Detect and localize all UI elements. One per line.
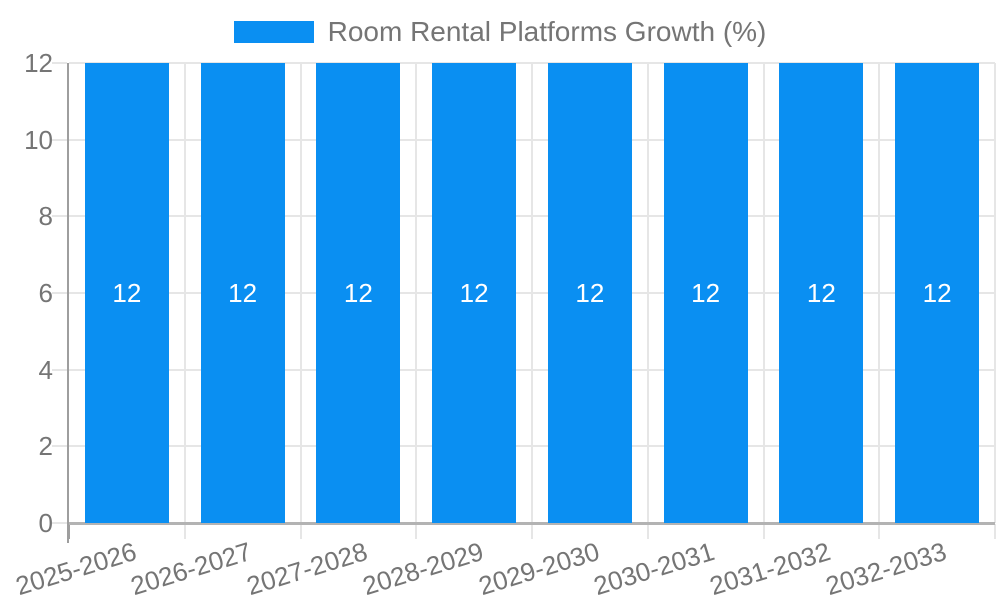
- bar-value-label: 12: [112, 278, 142, 308]
- x-axis-tick: [415, 524, 418, 539]
- y-axis-tick-label: 8: [38, 201, 53, 232]
- gridline-vertical: [531, 63, 533, 523]
- x-axis-tick-label: 2031-2032: [706, 536, 834, 600]
- y-axis-tick: [52, 62, 67, 64]
- bar[interactable]: 12: [779, 63, 864, 523]
- x-axis-tick-label: 2032-2033: [821, 536, 950, 600]
- gridline-vertical: [299, 63, 302, 523]
- bar-value-label: 12: [691, 278, 721, 308]
- x-axis-tick: [762, 524, 765, 539]
- bar[interactable]: 12: [432, 63, 517, 523]
- y-axis-tick-label: 0: [38, 508, 53, 538]
- y-axis-tick-label: 6: [38, 278, 53, 308]
- x-axis-line: [69, 522, 995, 525]
- bar-value-label: 12: [459, 278, 489, 308]
- gridline-vertical: [762, 63, 765, 523]
- bar[interactable]: 12: [316, 63, 401, 523]
- y-axis-tick-label: 10: [24, 124, 53, 155]
- x-axis-tick-label: 2026-2027: [127, 536, 256, 600]
- gridline-vertical: [415, 63, 418, 523]
- y-axis-tick: [52, 138, 67, 141]
- x-axis-tick: [299, 524, 302, 539]
- x-axis-tick: [183, 524, 186, 539]
- x-axis-tick-label: 2025-2026: [11, 536, 140, 600]
- x-axis-tick-label: 2029-2030: [474, 536, 603, 600]
- bar[interactable]: 12: [547, 63, 632, 523]
- legend-swatch: [233, 21, 314, 43]
- bar-value-label: 12: [922, 278, 952, 308]
- y-axis-tick: [52, 522, 67, 524]
- x-axis-tick: [878, 524, 881, 539]
- legend[interactable]: Room Rental Platforms Growth (%): [0, 16, 1000, 48]
- x-axis-tick: [994, 524, 996, 539]
- x-axis-tick: [531, 524, 533, 539]
- bar-value-label: 12: [575, 278, 605, 308]
- y-axis-tick: [52, 215, 67, 218]
- bar[interactable]: 12: [84, 63, 169, 523]
- bar[interactable]: 12: [663, 63, 748, 523]
- y-axis-tick: [52, 368, 67, 371]
- gridline-vertical: [994, 63, 996, 523]
- y-axis-tick-label: 2: [38, 431, 53, 462]
- gridline-vertical: [646, 63, 649, 523]
- gridline-vertical: [183, 63, 186, 523]
- bar-value-label: 12: [343, 278, 373, 308]
- y-axis-tick: [52, 445, 67, 448]
- y-axis-line: [67, 63, 69, 543]
- gridline-vertical: [878, 63, 881, 523]
- y-axis-tick: [52, 292, 67, 294]
- bar[interactable]: 12: [895, 63, 980, 523]
- x-axis-tick-label: 2028-2029: [358, 536, 487, 600]
- y-axis-tick-label: 4: [38, 354, 53, 385]
- y-axis-tick-label: 12: [24, 48, 53, 78]
- bar-value-label: 12: [228, 278, 258, 308]
- x-axis-tick-label: 2030-2031: [590, 536, 719, 600]
- bar[interactable]: 12: [200, 63, 285, 523]
- legend-label: Room Rental Platforms Growth (%): [327, 16, 767, 47]
- bar-value-label: 12: [806, 278, 836, 308]
- plot-area: 12 12 12 12 12 12 12 12: [52, 62, 996, 543]
- x-axis-tick-label: 2027-2028: [243, 536, 371, 600]
- x-axis-tick: [68, 524, 70, 539]
- x-axis-tick: [646, 524, 649, 539]
